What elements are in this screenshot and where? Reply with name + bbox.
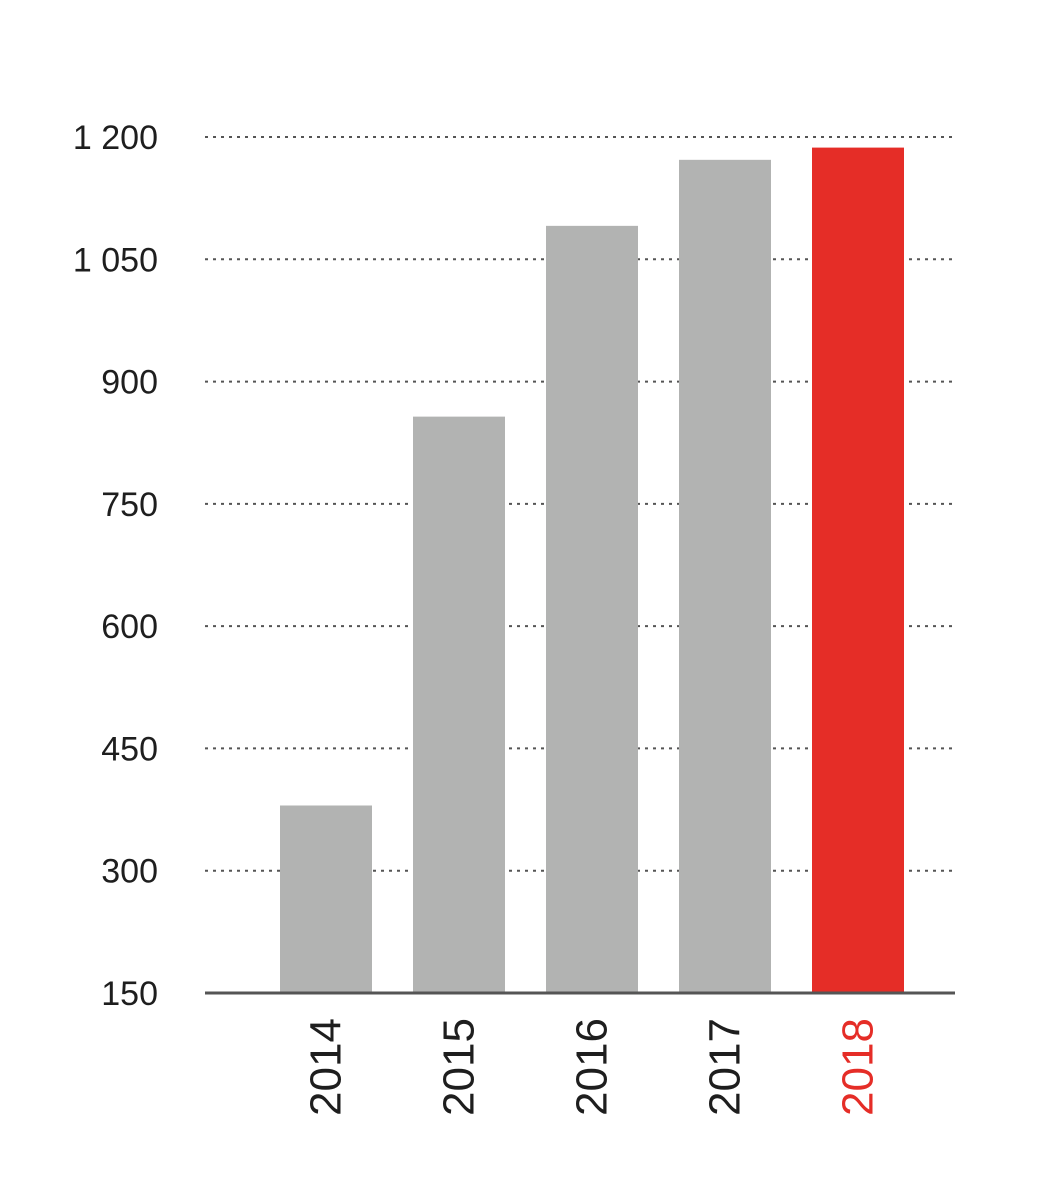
x-category-label-2014: 2014 <box>302 1018 351 1116</box>
y-tick-label: 450 <box>101 730 158 768</box>
y-axis-tick-labels: 150 300 450 600 750 900 1 050 1 200 <box>73 119 158 1013</box>
x-category-label-2018: 2018 <box>834 1018 883 1116</box>
bar-2017 <box>679 159 771 993</box>
y-tick-label: 600 <box>101 608 158 646</box>
x-axis-category-labels: 2014 2015 2016 2017 2018 <box>302 1018 883 1116</box>
bar-2018 <box>812 147 904 994</box>
y-tick-label: 300 <box>101 853 158 891</box>
y-tick-label: 750 <box>101 486 158 524</box>
bar-2016 <box>546 225 638 993</box>
bars <box>280 147 904 994</box>
bar-2015 <box>413 416 505 993</box>
y-tick-label: 1 050 <box>73 241 158 279</box>
y-tick-label: 1 200 <box>73 119 158 157</box>
bar-2014 <box>280 805 372 993</box>
x-category-label-2015: 2015 <box>435 1018 484 1116</box>
x-category-label-2017: 2017 <box>701 1018 750 1116</box>
y-tick-label: 900 <box>101 364 158 402</box>
y-tick-label: 150 <box>101 975 158 1013</box>
x-category-label-2016: 2016 <box>568 1018 617 1116</box>
